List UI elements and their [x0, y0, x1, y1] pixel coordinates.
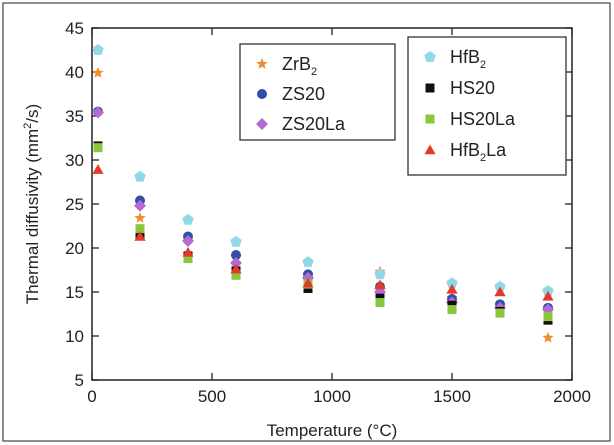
- legend-frame: [407, 36, 567, 176]
- data-point: [92, 106, 104, 119]
- legend-label: HfB2La: [450, 140, 507, 164]
- y-tick-label: 45: [65, 19, 84, 38]
- legend-marker: [424, 144, 436, 155]
- data-point: [134, 170, 146, 182]
- data-points: [92, 44, 554, 343]
- data-point: [134, 231, 146, 241]
- legend-label: ZS20: [282, 84, 325, 104]
- series-HfB2: [92, 44, 554, 296]
- data-point: [230, 256, 242, 269]
- legend-marker: [425, 114, 435, 124]
- legend-label-main: ZS20: [282, 84, 325, 104]
- data-point: [302, 256, 314, 267]
- legend-marker: [425, 83, 435, 93]
- legend-label-main: HS20La: [450, 109, 516, 129]
- y-axis-label-end: /s): [23, 104, 42, 123]
- legend-label-main: HfB: [450, 140, 480, 160]
- data-point: [92, 66, 104, 78]
- legend-label: ZrB2: [282, 54, 317, 78]
- data-point: [374, 279, 386, 290]
- y-tick-label: 25: [65, 195, 84, 214]
- data-point: [231, 250, 241, 261]
- legend-label-post: La: [486, 140, 507, 160]
- series-HfB2La: [92, 164, 554, 301]
- legend-marker: [424, 51, 436, 62]
- data-point: [92, 44, 104, 55]
- data-point: [375, 298, 385, 308]
- x-tick-label: 0: [87, 387, 96, 406]
- data-point: [446, 283, 458, 294]
- data-point: [182, 246, 194, 257]
- data-point: [93, 143, 103, 153]
- legend-label: ZS20La: [282, 114, 346, 134]
- y-tick-label: 40: [65, 63, 84, 82]
- y-tick-label: 5: [75, 371, 84, 390]
- axis-ticks: 0 500 1000 1500 2000 5 10 15 20 25 30 35 40 45: [65, 19, 591, 406]
- data-point: [182, 234, 194, 247]
- legend-marker: [256, 58, 268, 69]
- x-tick-label: 1000: [313, 387, 351, 406]
- legend-label-sub: 2: [480, 152, 486, 164]
- data-point: [135, 224, 145, 234]
- legend-box: ZrB2 ZS20 ZS20La: [239, 43, 396, 141]
- legend-label-sub: 2: [311, 66, 317, 78]
- y-tick-label: 30: [65, 151, 84, 170]
- data-point: [183, 254, 193, 264]
- legend-label-sub: 2: [480, 59, 486, 71]
- data-point: [92, 164, 104, 174]
- data-point: [446, 277, 458, 289]
- data-point: [542, 285, 554, 296]
- y-tick-label: 10: [65, 327, 84, 346]
- legend-label: HS20: [450, 78, 495, 98]
- x-tick-label: 2000: [553, 387, 591, 406]
- legend-marker: [256, 118, 268, 130]
- legend-label-main: ZS20La: [282, 114, 346, 134]
- data-point: [134, 199, 146, 212]
- legend-label-main: HS20: [450, 78, 495, 98]
- legend-label: HS20La: [450, 109, 516, 129]
- data-point: [231, 270, 241, 280]
- data-point: [495, 308, 505, 318]
- legend-marker: [257, 89, 267, 99]
- x-tick-label: 1500: [433, 387, 471, 406]
- data-point: [494, 286, 506, 297]
- y-tick-label: 15: [65, 283, 84, 302]
- y-axis-label-main: Thermal diffusivity (mm: [23, 129, 42, 304]
- legend-label-main: ZrB: [282, 54, 311, 74]
- data-point: [494, 280, 506, 292]
- legend-label: HfB2: [450, 47, 486, 71]
- data-point: [182, 213, 194, 225]
- x-axis-label: Temperature (°C): [267, 421, 398, 440]
- data-point: [302, 277, 314, 288]
- data-point: [447, 305, 457, 315]
- legend-label-main: HfB: [450, 47, 480, 67]
- y-tick-label: 20: [65, 239, 84, 258]
- data-point: [230, 263, 242, 274]
- data-point: [542, 290, 554, 301]
- data-point: [543, 312, 553, 322]
- data-point: [134, 212, 146, 223]
- y-tick-label: 35: [65, 107, 84, 126]
- data-point: [542, 331, 554, 343]
- y-axis-label: Thermal diffusivity (mm2/s): [22, 104, 42, 304]
- y-axis-label-sup: 2: [22, 123, 34, 129]
- x-tick-label: 500: [198, 387, 226, 406]
- data-point: [230, 235, 242, 247]
- data-point: [374, 268, 386, 280]
